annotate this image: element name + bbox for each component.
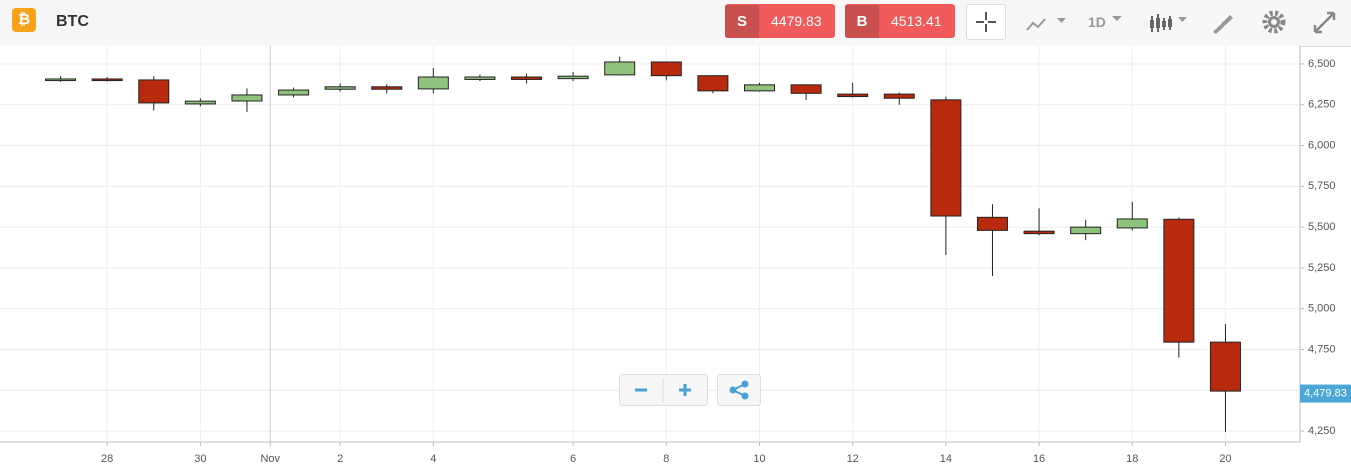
sell-label: S (725, 5, 759, 38)
candle-body (1023, 230, 1055, 235)
chart-type-button[interactable] (1025, 12, 1070, 34)
y-tick-label: 6,250 (1308, 99, 1336, 111)
candle-style-button[interactable] (1148, 10, 1193, 36)
interval-button[interactable]: 1D (1088, 14, 1106, 30)
y-tick-label: 5,000 (1308, 303, 1336, 315)
draw-button[interactable] (1210, 10, 1236, 36)
x-tick-label: 16 (1033, 453, 1045, 465)
candle-body (1116, 218, 1148, 229)
x-tick-label: 30 (194, 453, 206, 465)
zoom-controls (619, 374, 761, 406)
zoom-in[interactable] (679, 384, 691, 396)
y-tick-label: 4,250 (1308, 425, 1336, 437)
buy-label: B (845, 5, 879, 38)
sell-price: 4479.83 (771, 13, 822, 29)
x-tick-label: 18 (1126, 453, 1138, 465)
chart: 4,2504,5004,7505,0005,2505,5005,7506,000… (0, 46, 1351, 465)
y-tick-label: 6,000 (1308, 139, 1336, 151)
last-price-tag (1300, 384, 1351, 403)
x-tick-label: 28 (101, 453, 113, 465)
candle-body (231, 94, 263, 102)
x-tick-label: 6 (570, 453, 576, 465)
candle-body (324, 86, 356, 90)
y-tick-label: 6,500 (1308, 58, 1336, 70)
candle-body (604, 61, 636, 76)
candle-body (976, 216, 1008, 231)
candle-body (1163, 218, 1195, 343)
candle-body (883, 93, 915, 99)
y-tick-label: 5,500 (1308, 221, 1336, 233)
toolbar: ₿ BTC S 4479.83 B 4513.41 1D (0, 0, 1351, 47)
symbol: BTC (56, 13, 89, 30)
x-tick-label: 20 (1219, 453, 1231, 465)
candle-body (743, 84, 775, 92)
buy-button[interactable]: B 4513.41 (845, 4, 955, 38)
x-tick-label: 4 (430, 453, 436, 465)
fullscreen-button[interactable] (1312, 10, 1338, 36)
share-box (717, 374, 761, 406)
candle-body (278, 89, 310, 96)
zoom-icons (619, 374, 761, 406)
candle-body (511, 76, 543, 80)
crosshair-button[interactable] (966, 4, 1006, 40)
candle-body (464, 76, 496, 80)
x-tick-label: 2 (337, 453, 343, 465)
buy-price: 4513.41 (891, 13, 942, 29)
settings-button[interactable] (1262, 10, 1288, 36)
candle-body (1209, 341, 1241, 392)
x-tick-label: 14 (940, 453, 952, 465)
sell-button[interactable]: S 4479.83 (725, 4, 835, 38)
y-tick-label: 5,250 (1308, 262, 1336, 274)
candle-body (790, 84, 822, 94)
x-tick-label: Nov (260, 453, 280, 465)
candle-body (697, 75, 729, 92)
candle-body (557, 75, 589, 80)
crosshair-icon (976, 12, 996, 32)
y-tick-label: 5,750 (1308, 180, 1336, 192)
candle-body (371, 86, 403, 90)
x-tick-label: 12 (847, 453, 859, 465)
candle-body (650, 61, 682, 77)
candle-body (138, 79, 170, 104)
interval-caret (1112, 16, 1122, 21)
candle-body (417, 76, 449, 90)
candle-body (184, 100, 216, 105)
last-price-label: 4,479.83 (1304, 387, 1347, 399)
btc-icon: ₿ (12, 8, 36, 32)
y-tick-label: 4,750 (1308, 343, 1336, 355)
candle-body (91, 78, 123, 82)
candle-body (837, 93, 869, 98)
share-button[interactable] (729, 380, 749, 400)
candle-body (1070, 226, 1102, 235)
x-tick-label: 8 (663, 453, 669, 465)
candle-body (930, 99, 962, 217)
x-tick-label: 10 (753, 453, 765, 465)
candle-body (45, 78, 77, 82)
